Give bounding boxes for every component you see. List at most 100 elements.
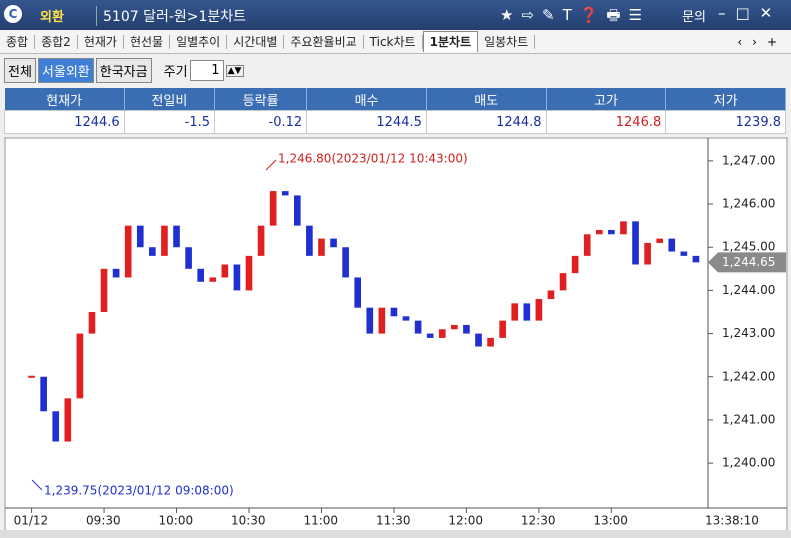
candle: [366, 307, 374, 334]
period-spinner[interactable]: ▲▼: [225, 64, 244, 77]
candle: [100, 268, 108, 312]
y-tick-label: 1,243.00: [722, 326, 775, 340]
candle: [535, 299, 543, 321]
filter-button[interactable]: 한국자금: [95, 58, 152, 83]
tab[interactable]: 현선물: [124, 34, 171, 49]
window-title: 5107 달러-원>1분차트: [96, 6, 246, 26]
candle: [632, 221, 639, 265]
y-tick-label: 1,246.00: [722, 197, 775, 211]
quote-header: 매도: [426, 88, 547, 111]
tab[interactable]: 종합2: [35, 34, 78, 49]
quote-value: 1244.6: [4, 110, 125, 134]
candle: [173, 225, 180, 248]
high-annotation: 1,246.80(2023/01/12 10:43:00): [278, 152, 468, 166]
quote-value: 1239.8: [665, 110, 786, 134]
candle: [414, 320, 422, 334]
toolbar-icons[interactable]: ★⇨✎T❓🖶☰: [500, 6, 651, 24]
window-controls[interactable]: –□✕: [718, 4, 783, 22]
candle: [64, 398, 72, 442]
x-tick-label: 10:00: [159, 514, 194, 528]
tab[interactable]: 종합: [0, 34, 36, 49]
candle: [571, 255, 579, 274]
candle: [547, 290, 555, 300]
candle: [281, 191, 289, 196]
x-tick-label: 11:30: [376, 514, 411, 528]
filter-button[interactable]: 서울외환: [37, 58, 94, 83]
tab-nav[interactable]: ‹›+: [737, 34, 787, 49]
candle: [306, 225, 313, 256]
tab[interactable]: 시간대별: [227, 34, 285, 49]
candle: [342, 247, 349, 278]
candle: [318, 238, 325, 256]
high-arrow: [265, 159, 277, 171]
candle: [136, 225, 144, 248]
candle: [221, 264, 229, 278]
candle: [499, 320, 506, 338]
candle: [583, 234, 591, 256]
candle: [245, 255, 253, 291]
candle: [197, 268, 205, 282]
filter-button[interactable]: 전체: [4, 58, 36, 83]
scrollbar[interactable]: [0, 530, 791, 538]
candle: [680, 251, 688, 256]
tab[interactable]: 1분차트: [422, 31, 479, 52]
y-tick-label: 1,244.00: [722, 283, 775, 297]
quote-value: 1244.8: [425, 110, 547, 134]
candle: [608, 229, 615, 235]
title-bar: C 외환 5107 달러-원>1분차트 ★⇨✎T❓🖶☰ 문의 –□✕: [0, 0, 791, 30]
tab[interactable]: 일별추이: [170, 34, 228, 49]
candle: [402, 316, 410, 321]
candle: [620, 221, 627, 235]
x-tick-label: 01/12: [14, 514, 49, 528]
quote-value: -0.12: [214, 110, 308, 134]
quote-table: 현재가 전일비 등락률 매수 매도 고가 저가 1244.6 -1.5 -0.12 1244.5 12…: [4, 88, 786, 134]
candle: [463, 324, 470, 334]
candle: [595, 229, 603, 235]
menu[interactable]: 외환: [40, 10, 64, 25]
candle: [28, 375, 35, 378]
tab[interactable]: 일봉차트: [478, 34, 536, 49]
tab-bar: 종합 종합2 현재가 현선물 일별추이 시간대별 주요환율비교 Tick차트 1분차트 일봉차트 ‹…: [0, 30, 791, 54]
candle: [559, 273, 567, 291]
y-tick-label: 1,242.00: [722, 369, 775, 383]
candle: [40, 376, 47, 412]
candle: [692, 255, 700, 263]
quote-header: 고가: [546, 88, 667, 111]
y-tick-label: 1,240.00: [722, 456, 775, 470]
candle: [112, 268, 120, 278]
candle: [426, 333, 434, 338]
tab[interactable]: Tick차트: [364, 34, 423, 49]
toolbar: 전체 서울외환 한국자금 주기 1 ▲▼: [0, 55, 791, 86]
candle: [124, 225, 132, 278]
candle: [185, 247, 192, 269]
quote-header: 전일비: [124, 88, 216, 111]
tab[interactable]: 현재가: [78, 34, 124, 49]
candle: [269, 191, 277, 226]
quote-header: 저가: [665, 88, 786, 111]
tab[interactable]: 주요환율비교: [284, 34, 364, 49]
period-input[interactable]: 1: [189, 60, 224, 81]
help[interactable]: 문의: [682, 10, 706, 25]
candle: [354, 277, 362, 308]
x-tick-label: 09:30: [86, 514, 121, 528]
current-price-tag: [708, 252, 786, 273]
candle: [487, 337, 494, 347]
app-icon: C: [4, 5, 22, 23]
x-tick-label: 10:30: [231, 514, 266, 528]
quote-header: 현재가: [4, 88, 125, 111]
candle: [668, 238, 676, 252]
candle: [257, 225, 265, 256]
quote-header: 매수: [306, 88, 427, 111]
candle: [644, 242, 651, 265]
candle: [378, 307, 386, 334]
low-arrow: [31, 479, 43, 491]
y-tick-label: 1,241.00: [722, 412, 775, 426]
low-annotation: 1,239.75(2023/01/12 09:08:00): [44, 484, 234, 498]
x-tick-label: 12:30: [521, 514, 556, 528]
candle: [330, 238, 337, 248]
current-price-label: 1,244.65: [722, 255, 775, 269]
quote-header: 등락률: [214, 88, 308, 111]
quote-value: 1246.8: [545, 110, 667, 134]
x-tick-label: 11:00: [303, 514, 338, 528]
